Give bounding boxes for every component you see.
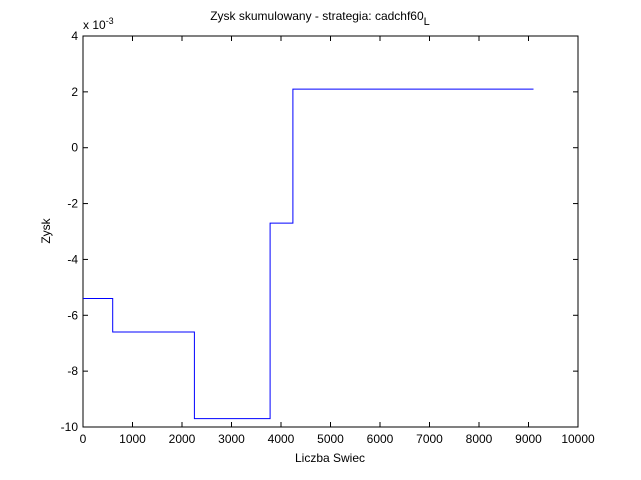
y-axis-ticks: 4 2 0 -2 -4 -6 -8 -10 <box>61 29 578 434</box>
y-tick-label: 0 <box>71 141 78 155</box>
x-tick-label: 7000 <box>416 432 443 446</box>
y-tick-label: 4 <box>71 29 78 43</box>
series-line <box>83 88 534 420</box>
y-exponent-power: -3 <box>106 16 114 26</box>
series-layer <box>83 88 534 420</box>
y-exponent-label: x 10-3 <box>83 16 114 32</box>
x-tick-label: 9000 <box>515 432 542 446</box>
chart-title-subscript: L <box>424 16 430 28</box>
y-tick-label: -2 <box>67 197 78 211</box>
x-axis-label: Liczba Swiec <box>295 451 365 465</box>
x-tick-label: 5000 <box>317 432 344 446</box>
plot-area <box>82 35 579 428</box>
x-axis-ticks: 0 1000 2000 3000 4000 5000 6000 7000 8000 9000 100… <box>80 36 595 446</box>
y-axis-label: Zysk <box>39 217 53 243</box>
x-tick-label: 6000 <box>367 432 394 446</box>
x-tick-label: 4000 <box>268 432 295 446</box>
x-tick-label: 1000 <box>119 432 146 446</box>
y-tick-label: -6 <box>67 308 78 322</box>
y-tick-label: 2 <box>71 85 78 99</box>
y-tick-label: -10 <box>61 420 79 434</box>
x-tick-label: 10000 <box>561 432 595 446</box>
chart-title: Zysk skumulowany - strategia: cadchf60L <box>210 9 430 28</box>
x-tick-label: 3000 <box>218 432 245 446</box>
x-tick-label: 0 <box>80 432 87 446</box>
y-tick-label: -4 <box>67 252 78 266</box>
x-tick-label: 8000 <box>466 432 493 446</box>
y-tick-label: -8 <box>67 364 78 378</box>
x-tick-label: 2000 <box>169 432 196 446</box>
